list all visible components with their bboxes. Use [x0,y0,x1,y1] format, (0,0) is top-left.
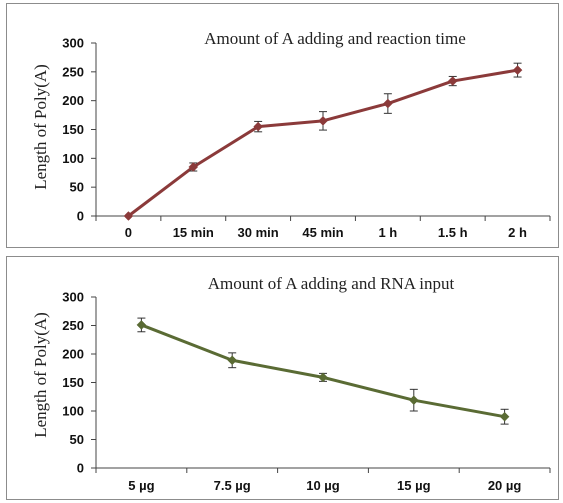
y-tick-label: 0 [77,461,84,476]
data-point [188,162,199,172]
y-tick-label: 150 [62,122,84,137]
data-point [512,65,523,75]
x-tick-label: 0 [125,225,132,240]
x-tick-label: 45 min [302,225,343,240]
x-tick-label: 2 h [508,225,527,240]
data-point [447,76,458,86]
y-tick-label: 200 [62,93,84,108]
data-point [318,372,328,383]
data-point [499,411,510,422]
y-tick-label: 0 [77,209,84,224]
chart-rna-input: Amount of A adding and RNA input Length … [31,274,551,493]
data-point [136,320,147,330]
chart-reaction-time: Amount of A adding and reaction time Len… [31,29,551,240]
x-tick-label: 20 µg [488,478,522,493]
y-tick-label: 250 [62,64,84,79]
data-point [253,121,263,132]
data-point [318,115,328,126]
y-tick-label: 100 [62,404,84,419]
x-tick-label: 10 µg [306,478,340,493]
y-tick-label: 150 [62,375,84,390]
y-tick-label: 100 [62,151,84,166]
y-tick-label: 50 [70,432,84,447]
y-axis-label: Length of Poly(A) [31,64,50,190]
chart-panel-rna-input: Amount of A adding and RNA input Length … [6,256,559,500]
y-tick-label: 200 [62,347,84,362]
data-point [383,98,393,109]
x-tick-label: 7.5 µg [214,478,251,493]
y-tick-label: 250 [62,318,84,333]
data-point [408,395,419,406]
chart-panel-reaction-time: Amount of A adding and reaction time Len… [6,3,559,248]
data-point [123,211,134,221]
x-tick-label: 30 min [238,225,279,240]
chart-title: Amount of A adding and reaction time [204,29,466,48]
x-tick-label: 15 min [173,225,214,240]
data-point [227,355,238,366]
x-tick-label: 5 µg [128,478,154,493]
y-tick-label: 300 [62,290,84,305]
series-line [127,68,518,218]
y-tick-label: 300 [62,36,84,51]
x-tick-label: 1 h [378,225,397,240]
series-line [140,323,505,419]
y-tick-label: 50 [70,180,84,195]
x-tick-label: 1.5 h [438,225,468,240]
y-axis-label: Length of Poly(A) [31,312,50,438]
chart-title: Amount of A adding and RNA input [208,274,455,293]
x-tick-label: 15 µg [397,478,431,493]
